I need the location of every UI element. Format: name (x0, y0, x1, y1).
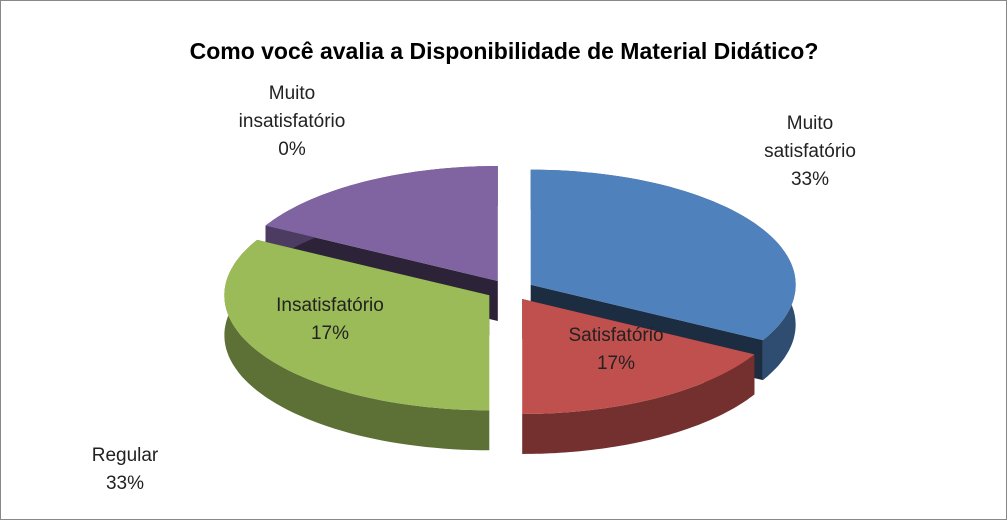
data-label: Muito insatisfatório 0% (222, 80, 362, 164)
data-label: Muito satisfatório 33% (740, 110, 880, 194)
slice-side (522, 354, 755, 454)
slice (530, 169, 796, 341)
slice (265, 166, 498, 281)
data-label-category: Muito satisfatório (764, 113, 856, 162)
data-label-value: 33% (790, 169, 830, 190)
data-label-category: Insatisfatório (276, 295, 384, 316)
data-label-category: Satisfatório (568, 325, 664, 346)
data-label-value: 17% (310, 323, 350, 344)
data-label-value: 33% (105, 473, 145, 494)
data-label: Insatisfatório 17% (270, 292, 390, 348)
data-label: Satisfatório 17% (546, 322, 686, 378)
data-label-value: 0% (278, 139, 306, 160)
slice (522, 299, 755, 414)
chart-title: Como você avalia a Disponibilidade de Ma… (189, 38, 819, 64)
data-label-category: Regular (91, 445, 159, 466)
slice-side (224, 239, 490, 451)
data-label-category: Muito insatisfatório (238, 83, 346, 132)
data-label: Regular 33% (50, 442, 200, 498)
slice (224, 239, 490, 411)
data-label-value: 17% (596, 353, 636, 374)
